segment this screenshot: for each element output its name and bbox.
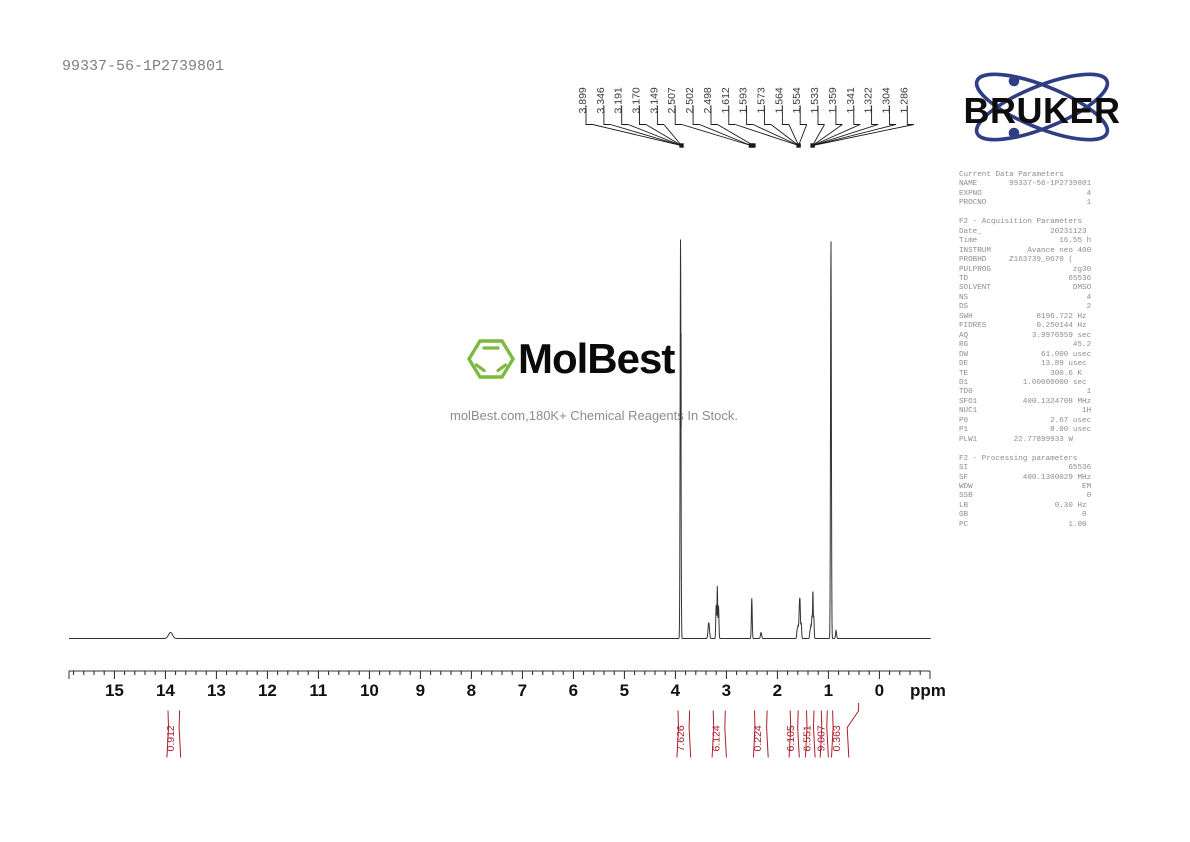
- svg-text:1.612: 1.612: [720, 87, 732, 113]
- svg-text:1.554: 1.554: [791, 87, 803, 113]
- svg-text:1.533: 1.533: [809, 87, 821, 113]
- svg-text:2.507: 2.507: [666, 87, 678, 113]
- svg-text:3.191: 3.191: [613, 87, 625, 113]
- svg-text:1.286: 1.286: [898, 87, 910, 113]
- svg-text:3.899: 3.899: [577, 87, 589, 113]
- svg-text:1.564: 1.564: [773, 87, 785, 113]
- svg-text:1.593: 1.593: [738, 87, 750, 113]
- svg-text:1.304: 1.304: [881, 87, 893, 113]
- svg-text:3.149: 3.149: [648, 87, 660, 113]
- svg-text:3.170: 3.170: [631, 87, 643, 113]
- svg-text:1.359: 1.359: [827, 87, 839, 113]
- svg-text:1.573: 1.573: [756, 87, 768, 113]
- svg-text:3.346: 3.346: [595, 87, 607, 113]
- svg-text:1.322: 1.322: [863, 87, 875, 113]
- svg-text:2.502: 2.502: [684, 87, 696, 113]
- svg-text:2.498: 2.498: [702, 87, 714, 113]
- svg-text:1.341: 1.341: [845, 87, 857, 113]
